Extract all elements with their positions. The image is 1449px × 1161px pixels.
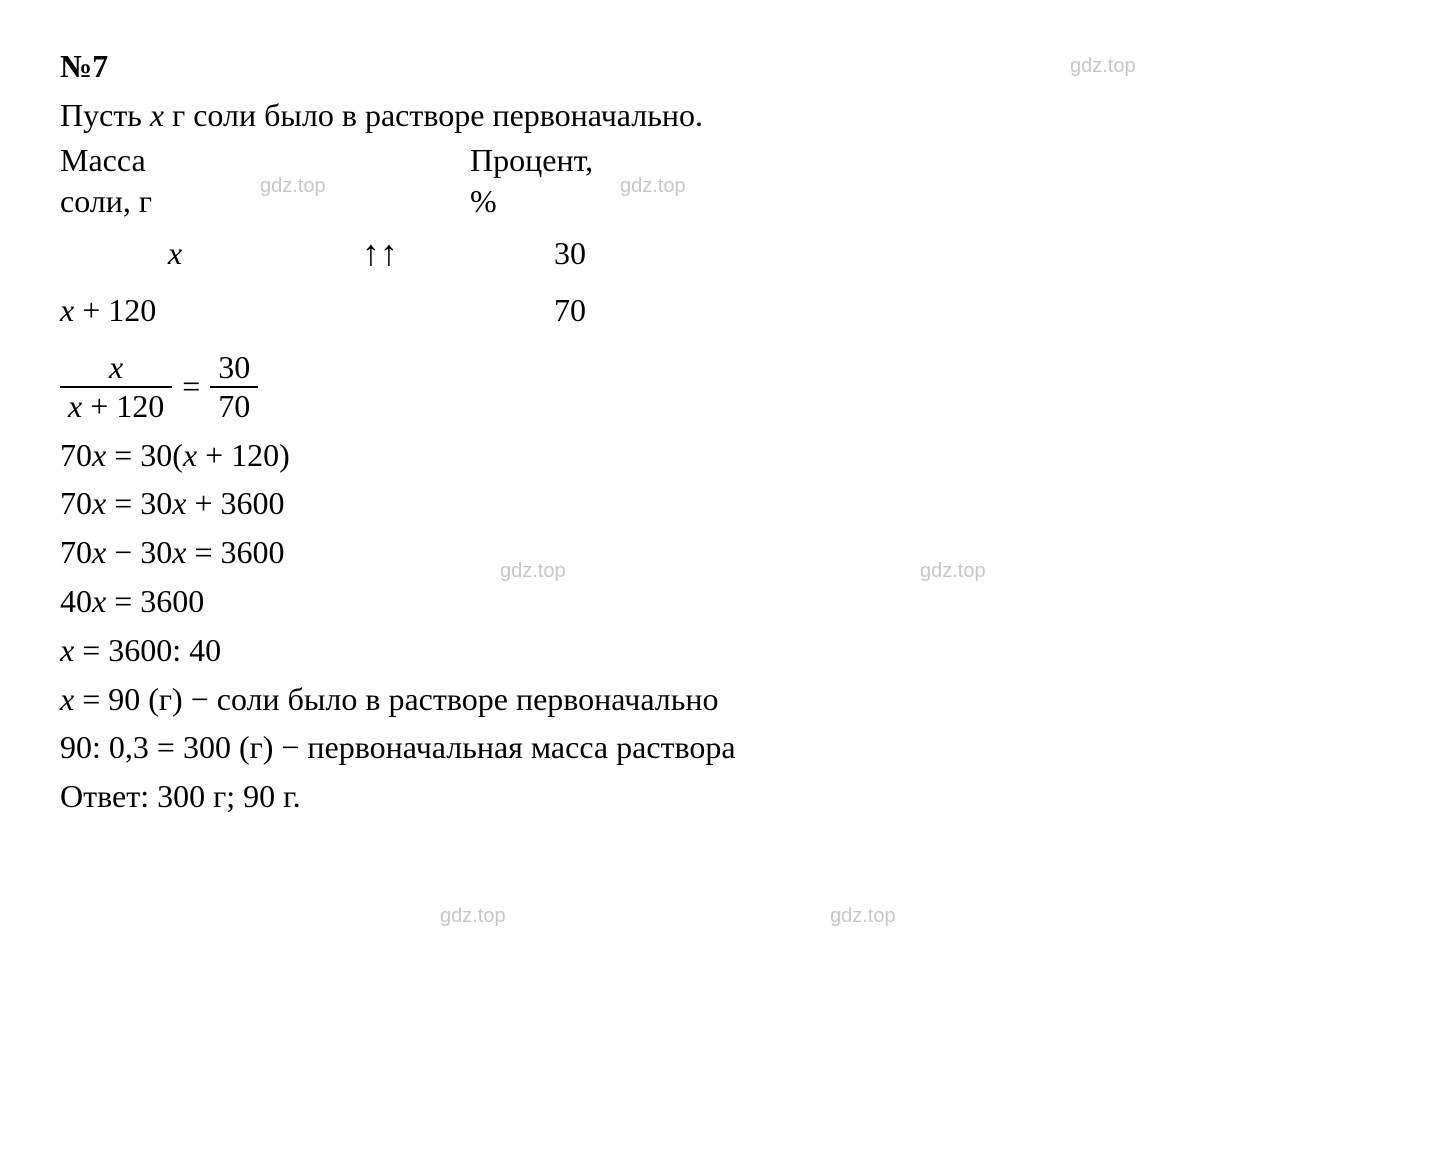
fraction-right-den: 70 (210, 388, 258, 425)
result-2: 90: 0,3 = 300 (г) − первоначальная масса… (60, 725, 1389, 770)
fraction-right: 30 70 (210, 349, 258, 425)
header-percent2: % (470, 183, 670, 220)
table-container: Масса Процент, соли, г % x ↑↑ 30 x + 120… (60, 142, 1389, 329)
equals-sign: = (182, 368, 200, 405)
table-header-row1: Масса Процент, (60, 142, 1389, 179)
table-row-2: x + 120 70 (60, 292, 1389, 329)
equation-5: x = 3600: 40 (60, 628, 1389, 673)
equation-1: 70x = 30(x + 120) (60, 433, 1389, 478)
table-header-row2: соли, г % (60, 183, 1389, 220)
task-number: №7 (60, 44, 1389, 89)
equation-3: 70x − 30x = 3600 (60, 530, 1389, 575)
watermark-text: gdz.top (830, 905, 896, 928)
header-mass2: соли, г (60, 183, 290, 220)
arrows-icon: ↑↑ (290, 235, 470, 272)
equation-4: 40x = 3600 (60, 579, 1389, 624)
header-percent1: Процент, (470, 142, 670, 179)
row1-percent: 30 (470, 235, 670, 272)
watermark-text: gdz.top (440, 905, 506, 928)
answer-line: Ответ: 300 г; 90 г. (60, 774, 1389, 819)
statement: Пусть x г соли было в растворе первонача… (60, 93, 1389, 138)
fraction-right-num: 30 (210, 349, 258, 388)
table-row-1: x ↑↑ 30 (60, 235, 1389, 272)
header-mass1: Масса (60, 142, 290, 179)
fraction-equation: x x + 120 = 30 70 (60, 349, 1389, 425)
fraction-left-num: x (60, 349, 172, 388)
result-1: x = 90 (г) − соли было в растворе первон… (60, 677, 1389, 722)
row2-percent: 70 (470, 292, 670, 329)
row1-mass: x (60, 235, 290, 272)
variable-x: x (150, 97, 164, 133)
fraction-left: x x + 120 (60, 349, 172, 425)
equation-2: 70x = 30x + 3600 (60, 481, 1389, 526)
row2-mass: x + 120 (60, 292, 290, 329)
fraction-left-den: x + 120 (60, 388, 172, 425)
